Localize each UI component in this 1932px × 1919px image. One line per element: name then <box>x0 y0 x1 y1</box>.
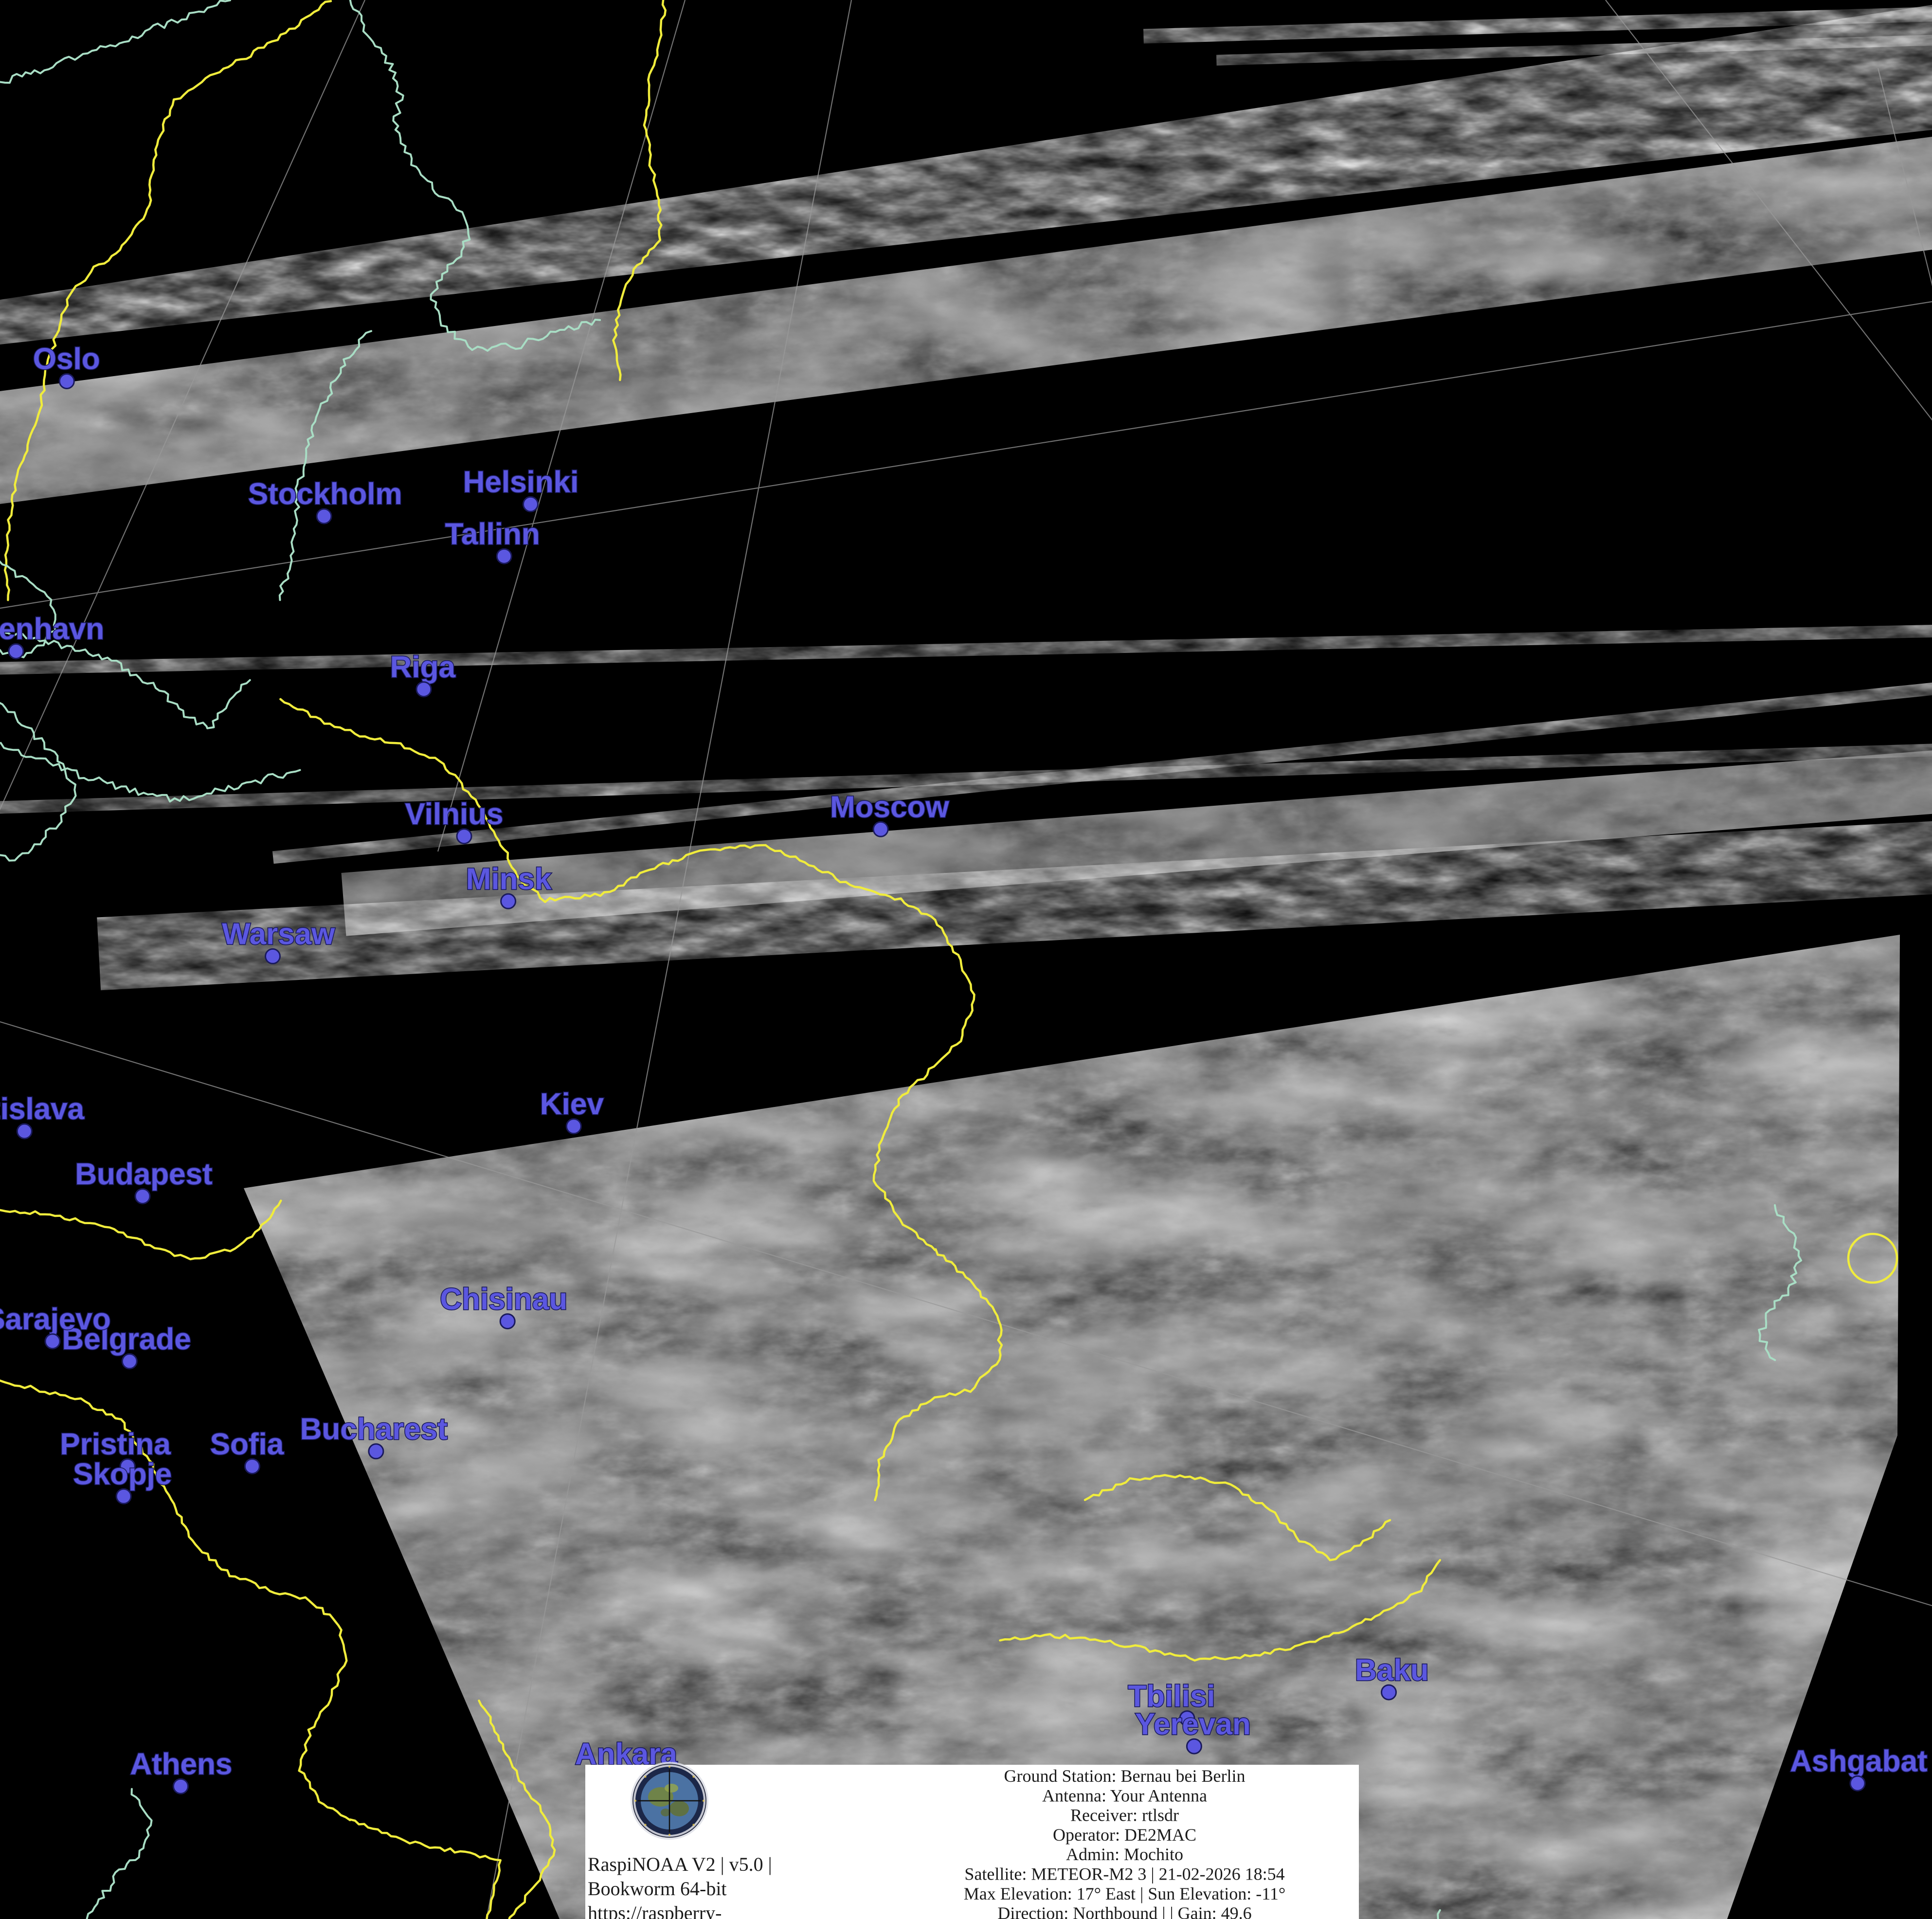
svg-text:Baku: Baku <box>1355 1653 1429 1687</box>
svg-text:Warsaw: Warsaw <box>222 918 335 951</box>
svg-text:Sofia: Sofia <box>210 1428 284 1461</box>
svg-text:Antenna: Your Antenna: Antenna: Your Antenna <box>1042 1786 1207 1805</box>
svg-text:Skopje: Skopje <box>73 1458 172 1491</box>
svg-text:Admin: Mochito: Admin: Mochito <box>1066 1845 1183 1864</box>
svg-text:Sarajevo: Sarajevo <box>0 1303 111 1336</box>
svg-text:Moscow: Moscow <box>830 791 949 824</box>
svg-text:Yerevan: Yerevan <box>1135 1707 1251 1741</box>
svg-text:RaspiNOAA V2 | v5.0 |: RaspiNOAA V2 | v5.0 | <box>588 1853 772 1875</box>
svg-text:Bucharest: Bucharest <box>300 1412 448 1446</box>
svg-text:Direction: Northbound | | Gain: Direction: Northbound | | Gain: 49.6 <box>997 1903 1251 1919</box>
svg-text:Minsk: Minsk <box>466 863 552 896</box>
svg-text:Helsinki: Helsinki <box>463 466 579 499</box>
svg-text:Riga: Riga <box>390 651 456 684</box>
svg-text:Chisinau: Chisinau <box>440 1283 567 1316</box>
svg-text:https://raspberry-: https://raspberry- <box>588 1902 722 1919</box>
svg-text:Satellite: METEOR-M2 3 | 21-02: Satellite: METEOR-M2 3 | 21-02-2026 18:5… <box>964 1865 1284 1884</box>
svg-text:Tallinn: Tallinn <box>445 517 540 551</box>
svg-text:Stockholm: Stockholm <box>248 477 402 511</box>
svg-text:Max Elevation: 17° East | Sun: Max Elevation: 17° East | Sun Elevation:… <box>964 1884 1286 1903</box>
svg-text:Pristina: Pristina <box>60 1428 171 1461</box>
svg-text:Kiev: Kiev <box>540 1087 604 1121</box>
svg-text:Kobenhavn: Kobenhavn <box>0 613 104 646</box>
svg-text:Oslo: Oslo <box>33 343 100 376</box>
svg-text:Receiver: rtlsdr: Receiver: rtlsdr <box>1070 1806 1179 1825</box>
svg-text:Athens: Athens <box>130 1748 232 1781</box>
svg-text:Ashgabat: Ashgabat <box>1790 1744 1927 1778</box>
svg-text:Bratislava: Bratislava <box>0 1092 85 1126</box>
svg-text:Vilnius: Vilnius <box>405 797 503 831</box>
svg-text:Bookworm 64-bit: Bookworm 64-bit <box>588 1878 727 1900</box>
svg-text:Budapest: Budapest <box>75 1158 212 1191</box>
svg-text:Operator: DE2MAC: Operator: DE2MAC <box>1053 1825 1196 1845</box>
svg-text:Ground Station: Bernau bei Ber: Ground Station: Bernau bei Berlin <box>1004 1766 1246 1786</box>
